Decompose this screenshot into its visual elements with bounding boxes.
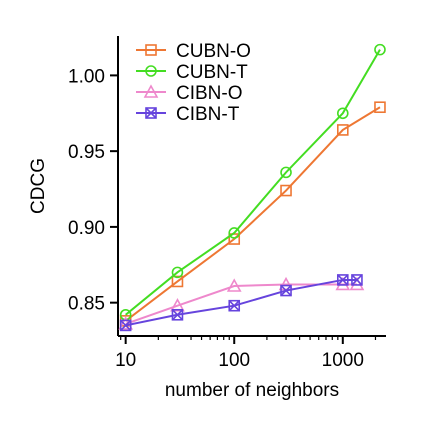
data-point xyxy=(280,166,292,179)
data-point xyxy=(351,274,363,286)
series-line xyxy=(125,49,381,316)
data-point xyxy=(280,184,292,197)
axes xyxy=(117,36,386,337)
y-tick-label: 0.90 xyxy=(68,218,105,239)
data-point xyxy=(374,43,386,56)
y-tick-label: 0.85 xyxy=(68,294,105,315)
legend-item: CIBN-T xyxy=(136,104,240,125)
legend-label: CIBN-O xyxy=(176,83,243,104)
legend-label: CUBN-O xyxy=(176,41,251,62)
data-point xyxy=(171,308,184,321)
series-cubn-o xyxy=(119,101,386,327)
x-tick-label: 100 xyxy=(218,350,250,371)
x-tick-label: 1000 xyxy=(322,350,364,371)
data-point xyxy=(226,278,242,292)
series-layer xyxy=(118,43,386,332)
y-ticks: 0.85 0.90 0.95 1.00 xyxy=(68,66,118,315)
data-point xyxy=(145,44,157,56)
data-point xyxy=(228,227,241,239)
y-tick-label: 0.95 xyxy=(68,142,105,163)
data-point xyxy=(171,266,184,279)
data-point xyxy=(336,124,349,136)
legend-label: CUBN-T xyxy=(176,62,248,83)
x-ticks: 10 100 1000 xyxy=(115,336,377,371)
data-point xyxy=(280,284,292,297)
data-point xyxy=(170,298,185,312)
y-tick-label: 1.00 xyxy=(68,66,105,87)
x-tick-label: 10 xyxy=(115,350,136,371)
legend-item: CUBN-O xyxy=(136,41,251,62)
legend-item: CIBN-O xyxy=(136,83,243,104)
series-cibn-t xyxy=(119,274,363,332)
legend-label: CIBN-T xyxy=(176,104,240,125)
data-point xyxy=(143,84,159,98)
data-point xyxy=(119,319,132,332)
data-point xyxy=(228,299,241,312)
y-axis-label: CDCG xyxy=(28,158,49,214)
series-line xyxy=(125,106,381,322)
legend-item: CUBN-T xyxy=(136,62,248,83)
data-point xyxy=(336,107,349,120)
data-point xyxy=(374,101,386,114)
x-axis-label: number of neighbors xyxy=(165,380,339,401)
data-point xyxy=(145,65,157,77)
data-point xyxy=(336,274,349,286)
series-line xyxy=(125,278,357,327)
data-point xyxy=(171,275,184,288)
series-cubn-t xyxy=(119,43,386,321)
data-point xyxy=(145,107,157,119)
